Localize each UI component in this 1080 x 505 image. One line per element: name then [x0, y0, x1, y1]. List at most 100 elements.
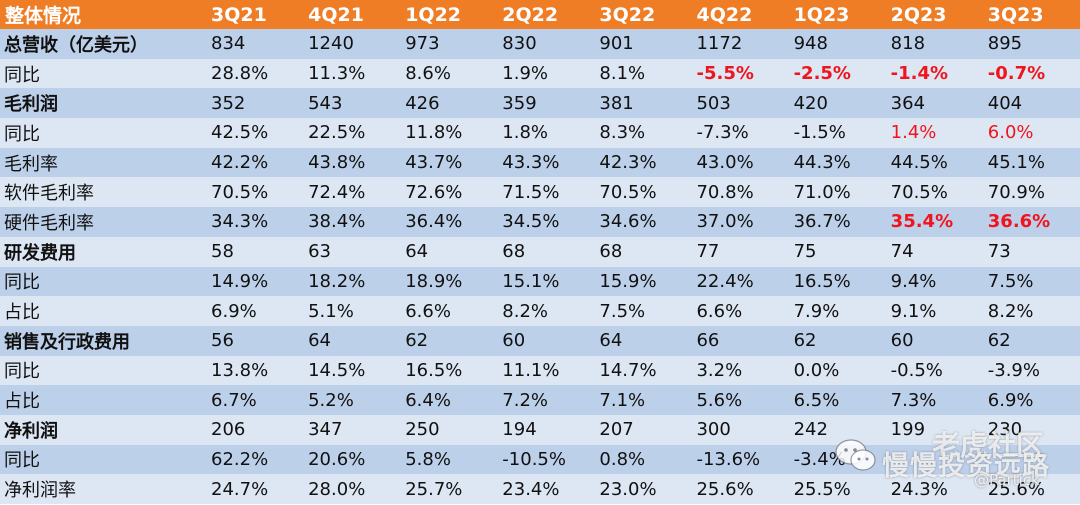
table-cell: 1.9% [497, 58, 595, 89]
table-cell: 56 [206, 325, 304, 356]
row-label: 净利润 [0, 414, 207, 445]
table-row: 毛利润 352 543 426 359 381 503 420 364 404 [0, 88, 1080, 119]
table-cell: 45.1% [982, 147, 1080, 178]
table-cell: 64 [303, 325, 401, 356]
table-cell: 24.3% [885, 474, 983, 504]
header-cell: 2Q23 [885, 0, 983, 29]
row-label: 同比 [0, 266, 207, 297]
table-cell: 34.3% [206, 207, 304, 237]
table-row: 净利润 206 347 250 194 207 300 242 199 230 [0, 414, 1080, 445]
row-label: 同比 [0, 58, 207, 89]
row-label: 净利润率 [0, 474, 207, 504]
table-cell: 77 [691, 236, 789, 267]
table-cell: 37.0% [691, 207, 789, 237]
table-cell: 14.9% [206, 266, 304, 297]
row-label: 占比 [0, 296, 207, 326]
table-cell: 6.5% [788, 385, 886, 415]
table-cell: 60 [497, 325, 595, 356]
table-cell: 300 [691, 414, 789, 445]
row-label: 研发费用 [0, 236, 207, 267]
table-cell: 36.6% [982, 207, 1080, 237]
table-cell: 44.5% [885, 147, 983, 178]
table-cell: 70.5% [885, 177, 983, 208]
table-cell: 38.4% [303, 207, 401, 237]
table-cell: 895 [982, 29, 1080, 59]
table-cell: 5.6% [691, 385, 789, 415]
table-cell: 503 [691, 88, 789, 119]
table-cell: -5.5% [691, 58, 789, 89]
table-cell: 25.6% [691, 474, 789, 504]
header-cell: 4Q22 [691, 0, 789, 29]
table-cell: 73 [982, 236, 1080, 267]
table-cell: 42.2% [206, 147, 304, 178]
table-cell: 8.2% [982, 296, 1080, 326]
table-cell: 1.4% [885, 118, 983, 148]
header-cell: 1Q23 [788, 0, 886, 29]
table-cell: 70.5% [206, 177, 304, 208]
table-row: 同比 14.9% 18.2% 18.9% 15.1% 15.9% 22.4% 16.5% 9.4… [0, 266, 1080, 297]
header-cell: 2Q22 [497, 0, 595, 29]
table-cell: 5.8% [400, 444, 498, 475]
table-cell: -0.7% [982, 58, 1080, 89]
table-cell: 43.7% [400, 147, 498, 178]
row-label: 同比 [0, 118, 207, 148]
table-row: 占比 6.9% 5.1% 6.6% 8.2% 7.5% 6.6% 7.9% 9.1% 8.2% [0, 296, 1080, 326]
header-row: 整体情况 3Q21 4Q21 1Q22 2Q22 3Q22 4Q22 1Q23 … [0, 0, 1080, 29]
table-cell: 63 [303, 236, 401, 267]
table-cell: 62 [400, 325, 498, 356]
row-label: 软件毛利率 [0, 177, 207, 208]
table-cell: 68 [594, 236, 692, 267]
table-row: 占比 6.7% 5.2% 6.4% 7.2% 7.1% 5.6% 6.5% 7.3% 6.9% [0, 385, 1080, 415]
row-label: 占比 [0, 385, 207, 415]
header-cell: 1Q22 [400, 0, 498, 29]
table-cell: 11.8% [400, 118, 498, 148]
table-cell: 14.7% [594, 355, 692, 386]
table-cell: -2.5% [788, 58, 886, 89]
table-cell: 25.5% [788, 474, 886, 504]
row-label: 毛利率 [0, 147, 207, 178]
table-cell: 25.6% [982, 474, 1080, 504]
table-cell: -13.6% [691, 444, 789, 475]
table-cell: 7.9% [788, 296, 886, 326]
table-cell: 7.5% [594, 296, 692, 326]
table-row: 同比 13.8% 14.5% 16.5% 11.1% 14.7% 3.2% 0.0% -0.5%… [0, 355, 1080, 386]
table-cell: 74 [885, 236, 983, 267]
table-cell: 7.5% [982, 266, 1080, 297]
row-label: 总营收（亿美元） [0, 29, 207, 59]
header-cell: 3Q22 [594, 0, 692, 29]
table-cell: 543 [303, 88, 401, 119]
table-cell: 1172 [691, 29, 789, 59]
row-label: 硬件毛利率 [0, 207, 207, 237]
table-cell: 11.1% [497, 355, 595, 386]
table-cell: 199 [885, 414, 983, 445]
header-cell: 4Q21 [303, 0, 401, 29]
table-row: 总营收（亿美元） 834 1240 973 830 901 1172 948 818 895 [0, 29, 1080, 59]
table-cell: 24.7% [206, 474, 304, 504]
table-cell: 71.0% [788, 177, 886, 208]
header-cell: 3Q21 [206, 0, 304, 29]
table-cell: 6.6% [400, 296, 498, 326]
table-row: 净利润率 24.7% 28.0% 25.7% 23.4% 23.0% 25.6% 25.5% 2… [0, 474, 1080, 504]
table-cell: 22.4% [691, 266, 789, 297]
table-cell: 16.5% [400, 355, 498, 386]
table-cell: 44.3% [788, 147, 886, 178]
table-cell: 15.1% [497, 266, 595, 297]
table-cell: 420 [788, 88, 886, 119]
table-cell: 818 [885, 29, 983, 59]
table-cell: 834 [206, 29, 304, 59]
table-cell: 72.4% [303, 177, 401, 208]
table-cell: 70.5% [594, 177, 692, 208]
table-cell: 25.7% [400, 474, 498, 504]
table-cell: 206 [206, 414, 304, 445]
row-label: 同比 [0, 355, 207, 386]
table-cell: 62 [788, 325, 886, 356]
table-cell: 64 [400, 236, 498, 267]
table-cell: 16.5% [788, 266, 886, 297]
row-label: 销售及行政费用 [0, 325, 207, 356]
table-cell: 70.8% [691, 177, 789, 208]
table-cell: 404 [982, 88, 1080, 119]
table-cell: 28.8% [206, 58, 304, 89]
table-cell: 36.7% [788, 207, 886, 237]
table-cell: 34.6% [594, 207, 692, 237]
table-row: 毛利率 42.2% 43.8% 43.7% 43.3% 42.3% 43.0% 44.3% 44… [0, 147, 1080, 178]
